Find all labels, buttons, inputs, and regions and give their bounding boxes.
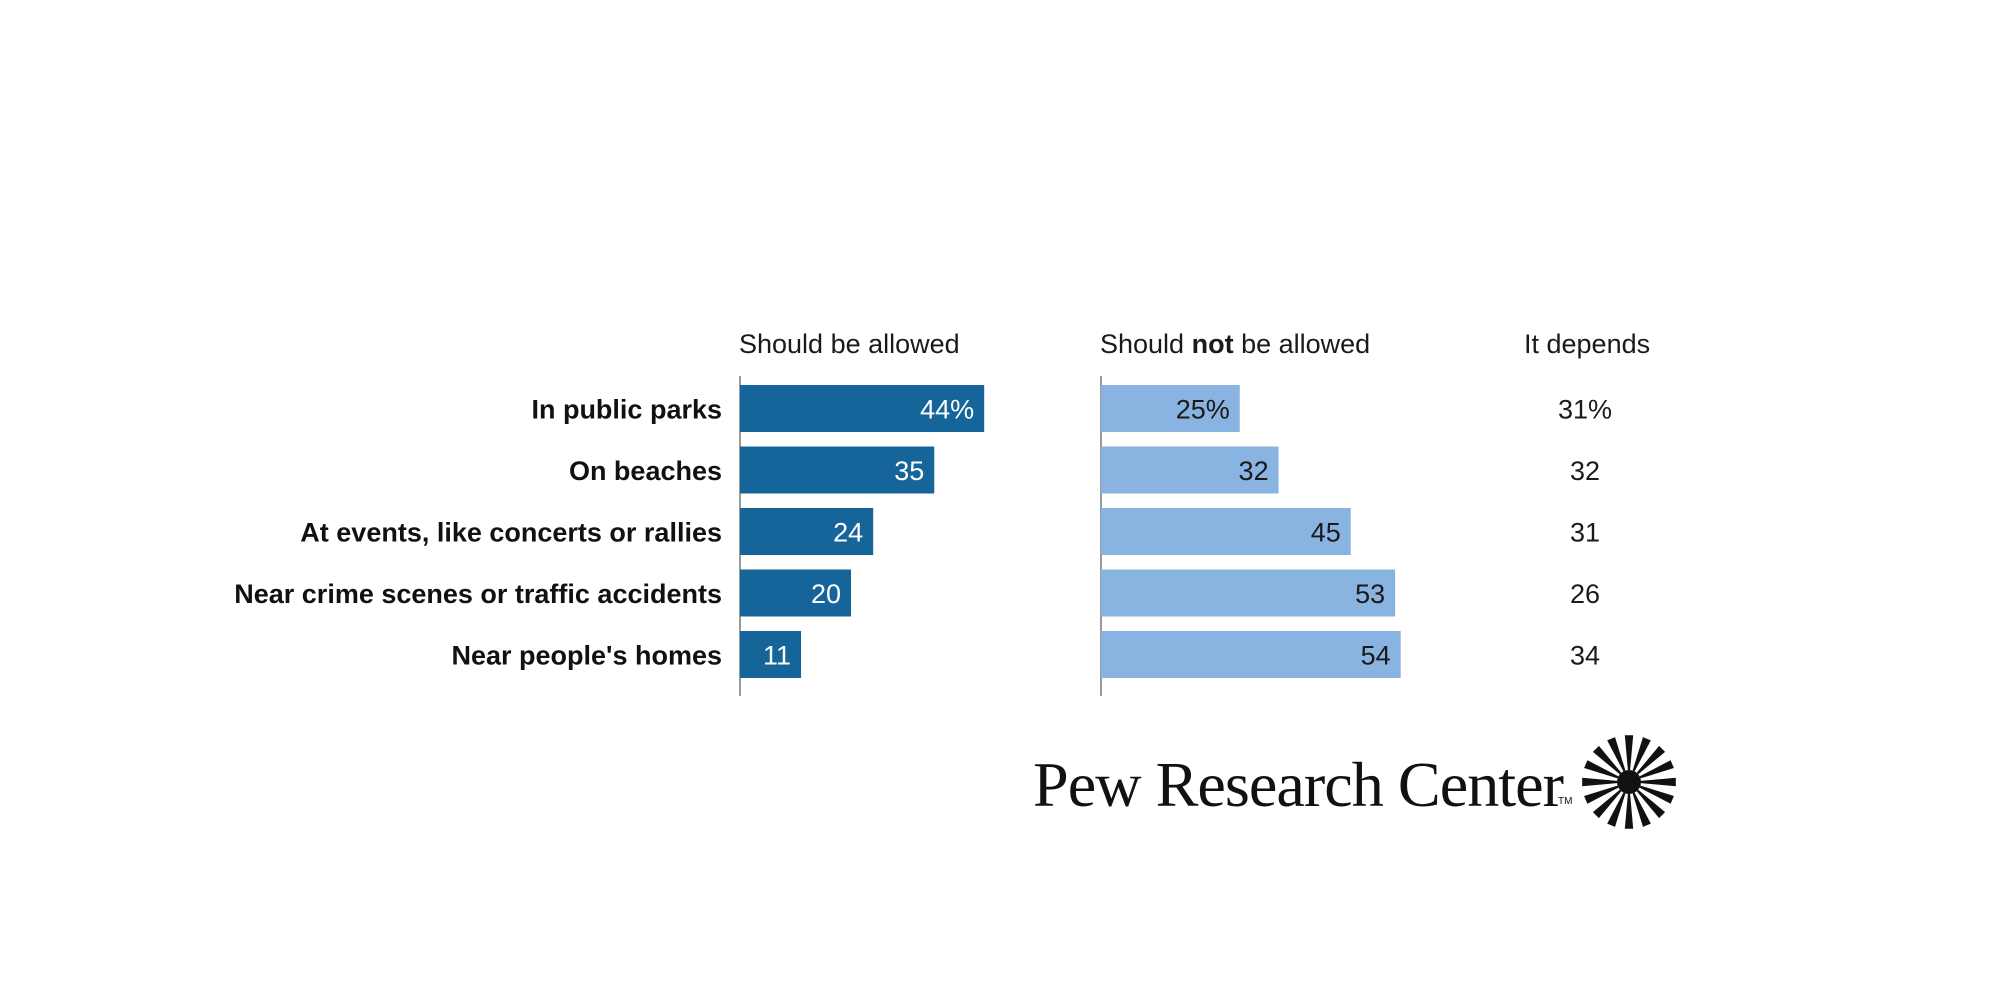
value-allowed-near-people-s-homes: 11 [763, 641, 791, 671]
value-depends-at-events-like-concerts-or-rallies: 31 [1570, 518, 1600, 548]
category-label-on-beaches: On beaches [569, 456, 722, 486]
bar-not-allowed-near-people-s-homes [1101, 631, 1401, 678]
bar-allowed-in-public-parks [740, 385, 985, 432]
value-allowed-on-beaches: 35 [894, 456, 924, 486]
logo-trademark: TM [1558, 796, 1572, 807]
value-allowed-near-crime-scenes-or-traffic-accidents: 20 [811, 579, 841, 609]
category-label-near-crime-scenes-or-traffic-accidents: Near crime scenes or traffic accidents [234, 579, 722, 609]
sunburst-ray [1592, 745, 1622, 775]
sunburst-ray [1624, 794, 1634, 829]
sunburst-ray [1584, 760, 1619, 779]
sunburst-ray [1632, 737, 1651, 772]
sunburst-ray [1592, 789, 1622, 819]
value-not-allowed-near-crime-scenes-or-traffic-accidents: 53 [1355, 579, 1385, 609]
sunburst-ray [1582, 777, 1617, 787]
logo-wordmark: Pew Research Center [1033, 749, 1564, 820]
value-depends-on-beaches: 32 [1570, 456, 1600, 486]
value-not-allowed-on-beaches: 32 [1239, 456, 1269, 486]
pew-logo: Pew Research Center TM [1033, 735, 1676, 829]
bar-not-allowed-in-public-parks [1101, 385, 1240, 432]
sunburst-ray [1636, 789, 1666, 819]
sunburst-ray [1639, 760, 1674, 779]
bar-allowed-on-beaches [740, 446, 935, 494]
sunburst-icon [1582, 735, 1676, 829]
sunburst-ray [1624, 735, 1634, 770]
sunburst-ray [1607, 737, 1626, 772]
bar-allowed-near-people-s-homes [740, 631, 802, 678]
bar-not-allowed-at-events-like-concerts-or-rallies [1101, 508, 1351, 555]
sunburst-ray [1632, 792, 1651, 827]
category-labels: In public parks On beaches At events, like… [234, 395, 722, 671]
category-label-at-events-like-concerts-or-rallies: At events, like concerts or rallies [300, 518, 722, 548]
category-label-in-public-parks: In public parks [531, 395, 722, 425]
sunburst-ray [1636, 745, 1666, 775]
header-it-depends: It depends [1524, 329, 1650, 359]
sunburst-center [1617, 770, 1641, 794]
bar-not-allowed-near-crime-scenes-or-traffic-accidents [1101, 569, 1396, 617]
series-should-be-allowed: 44% 35 24 20 11 [740, 385, 985, 678]
value-allowed-in-public-parks: 44% [920, 395, 974, 425]
sunburst-ray [1607, 792, 1626, 827]
category-label-near-people-s-homes: Near people's homes [451, 641, 722, 671]
value-not-allowed-near-people-s-homes: 54 [1361, 641, 1391, 671]
bar-allowed-at-events-like-concerts-or-rallies [740, 508, 874, 555]
bar-not-allowed-on-beaches [1101, 446, 1279, 494]
sunburst-ray [1584, 785, 1619, 804]
series-it-depends: 31% 32 31 26 34 [1558, 395, 1612, 671]
header-should-be-allowed: Should be allowed [739, 329, 960, 359]
value-allowed-at-events-like-concerts-or-rallies: 24 [833, 518, 863, 548]
value-depends-near-crime-scenes-or-traffic-accidents: 26 [1570, 579, 1600, 609]
value-not-allowed-in-public-parks: 25% [1176, 395, 1230, 425]
value-depends-in-public-parks: 31% [1558, 395, 1612, 425]
bar-allowed-near-crime-scenes-or-traffic-accidents [740, 569, 851, 617]
sunburst-ray [1641, 777, 1676, 787]
sunburst-ray [1639, 785, 1674, 804]
series-should-not-be-allowed: 25% 32 45 53 54 [1101, 385, 1401, 678]
value-not-allowed-at-events-like-concerts-or-rallies: 45 [1311, 518, 1341, 548]
header-should-not-be-allowed: Should not be allowed [1100, 329, 1370, 359]
value-depends-near-people-s-homes: 34 [1570, 641, 1600, 671]
